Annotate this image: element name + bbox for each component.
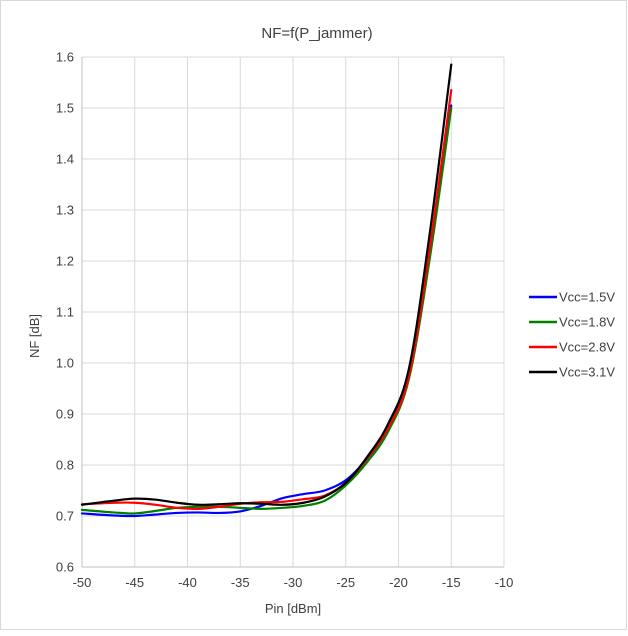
x-tick-label: -20 xyxy=(389,575,408,590)
y-axis-ticks: 0.6 0.7 0.8 0.9 1.0 1.1 1.2 1.3 1.4 1.5 1.6 xyxy=(56,50,74,575)
x-tick-label: -30 xyxy=(284,575,303,590)
x-tick-label: -25 xyxy=(336,575,355,590)
series-line-vcc-2-8v xyxy=(80,89,453,510)
y-tick-label: 1.1 xyxy=(56,305,74,320)
legend-label: Vcc=1.8V xyxy=(559,315,615,330)
axes xyxy=(81,57,504,568)
x-axis-ticks: -50 -45 -40 -35 -30 -25 -20 -15 -10 xyxy=(73,575,514,590)
y-tick-label: 1.0 xyxy=(56,356,74,371)
x-tick-label: -10 xyxy=(495,575,514,590)
x-tick-label: -35 xyxy=(231,575,250,590)
x-tick-label: -45 xyxy=(125,575,144,590)
series-lines xyxy=(80,63,453,518)
legend-item: Vcc=3.1V xyxy=(529,365,615,380)
legend-label: Vcc=3.1V xyxy=(559,365,615,380)
y-tick-label: 1.4 xyxy=(56,152,74,167)
chart-title: NF=f(P_jammer) xyxy=(261,25,372,42)
legend-item: Vcc=1.8V xyxy=(529,315,615,330)
grid-lines xyxy=(82,56,505,567)
y-tick-label: 1.3 xyxy=(56,203,74,218)
series-line-vcc-3-1v xyxy=(80,63,453,506)
y-tick-label: 1.5 xyxy=(56,101,74,116)
legend-item: Vcc=1.5V xyxy=(529,290,615,305)
y-tick-label: 0.8 xyxy=(56,458,74,473)
x-axis-label: Pin [dBm] xyxy=(265,601,321,616)
x-tick-label: -50 xyxy=(73,575,92,590)
y-axis-label: NF [dB] xyxy=(27,314,42,358)
legend-item: Vcc=2.8V xyxy=(529,340,615,355)
legend-label: Vcc=2.8V xyxy=(559,340,615,355)
y-tick-label: 0.7 xyxy=(56,509,74,524)
x-tick-label: -40 xyxy=(178,575,197,590)
y-tick-label: 0.6 xyxy=(56,560,74,575)
legend: Vcc=1.5V Vcc=1.8V Vcc=2.8V Vcc=3.1V xyxy=(529,290,615,380)
y-tick-label: 0.9 xyxy=(56,407,74,422)
y-tick-label: 1.6 xyxy=(56,50,74,65)
series-line-vcc-1-5v xyxy=(80,104,453,518)
series-line-vcc-1-8v xyxy=(80,106,453,515)
x-tick-label: -15 xyxy=(442,575,461,590)
legend-label: Vcc=1.5V xyxy=(559,290,615,305)
y-tick-label: 1.2 xyxy=(56,254,74,269)
